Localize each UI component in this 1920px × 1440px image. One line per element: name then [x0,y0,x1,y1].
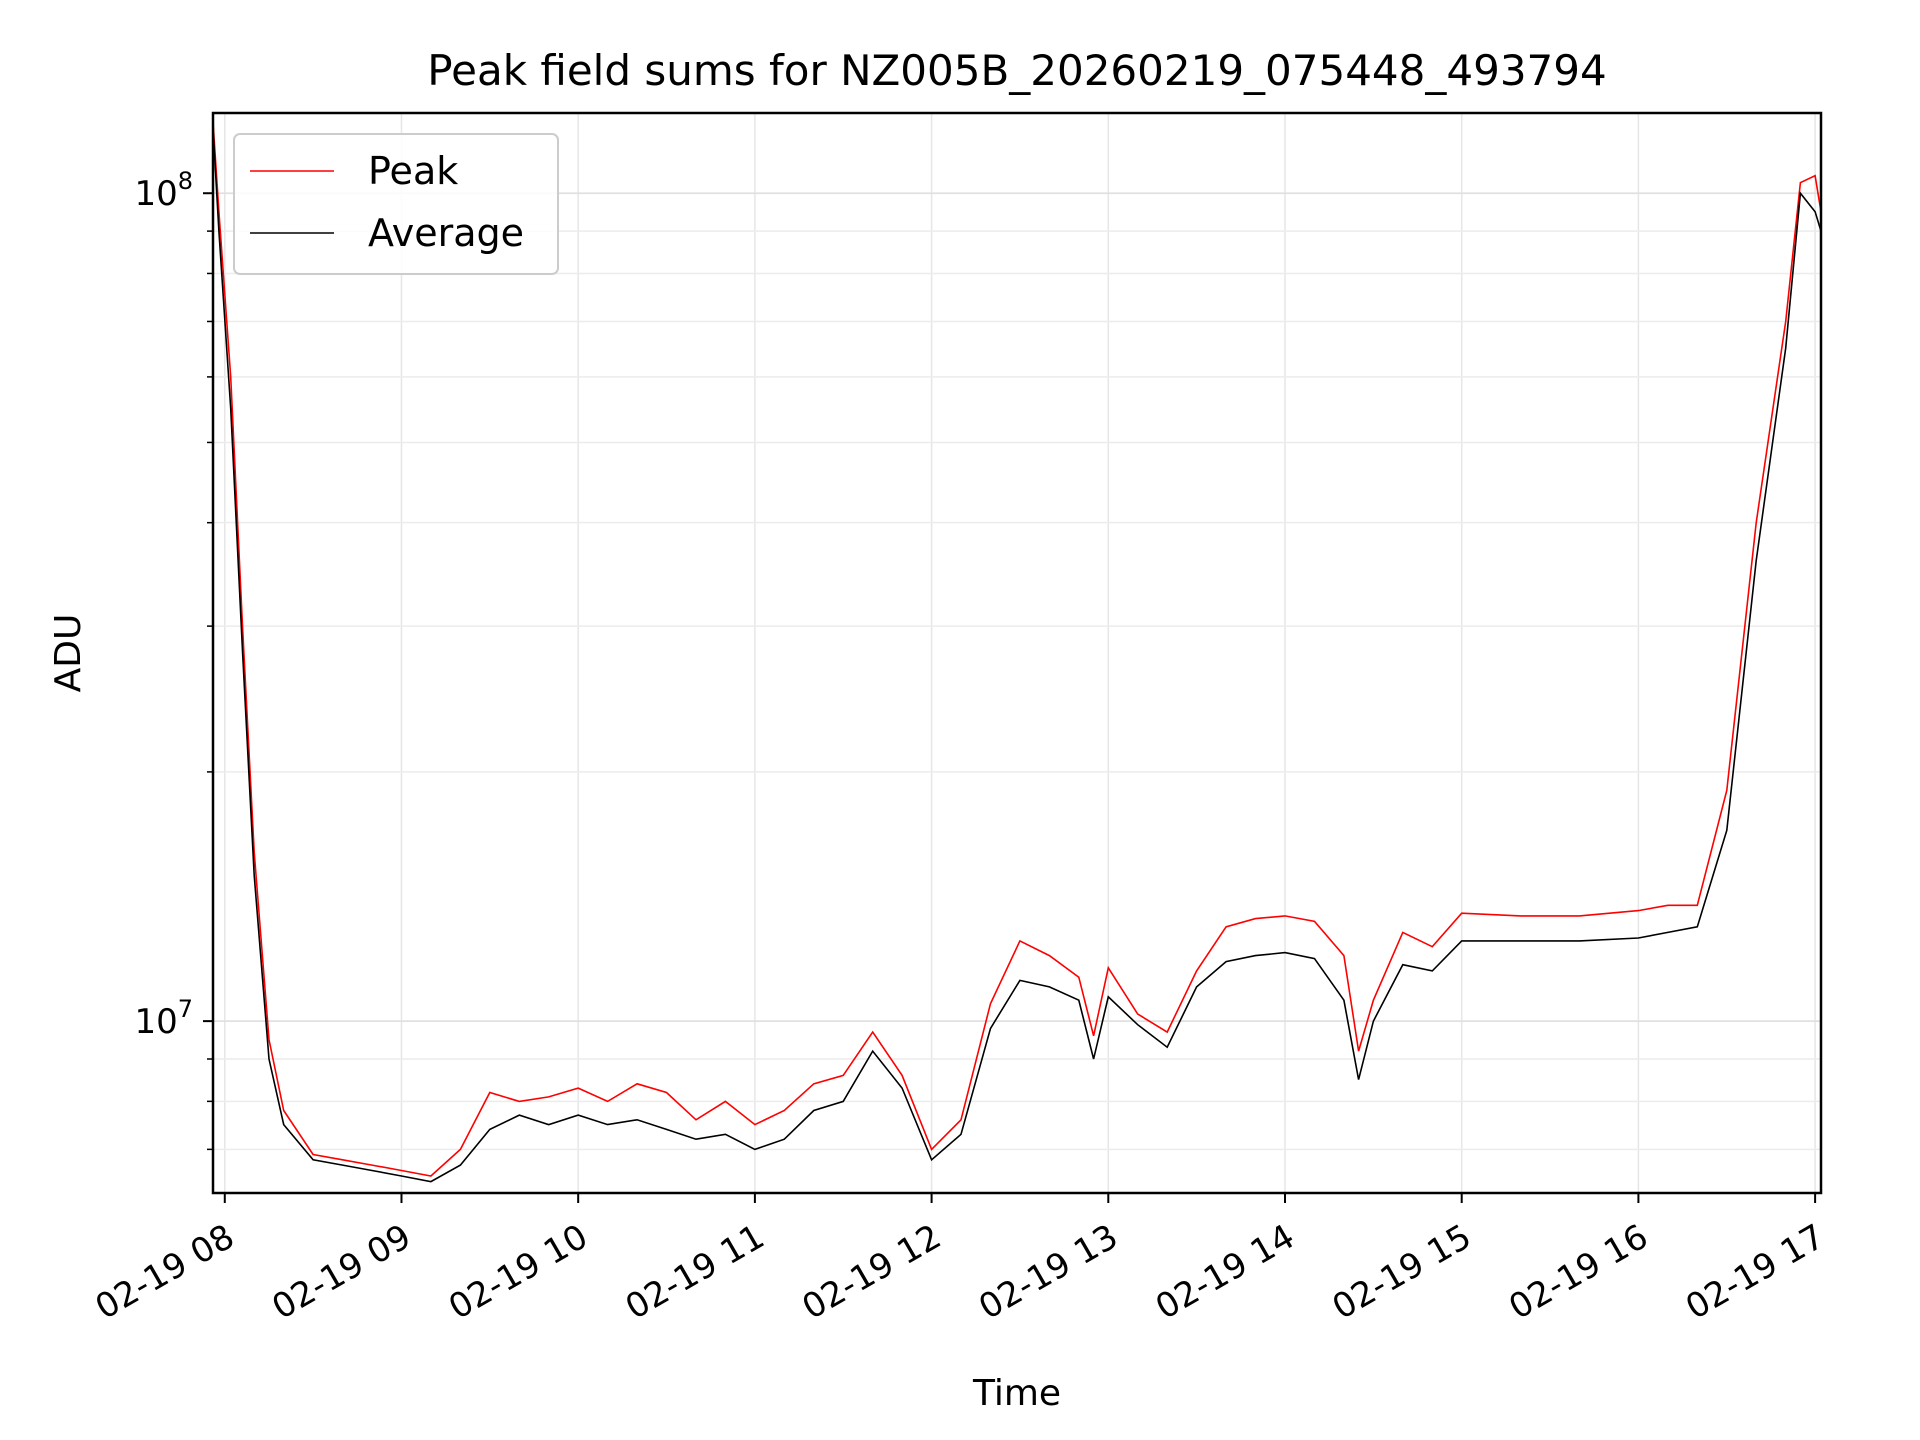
grid [213,113,1821,1193]
y-tick-label-base: 10 [134,1002,177,1042]
y-tick-label-exponent: 8 [178,167,193,195]
legend: Peak Average [233,133,559,275]
plot-frame [211,111,1823,1195]
x-axis-label: Time [972,1373,1061,1414]
series-area [212,121,1822,1183]
legend-box [233,133,559,275]
y-tick-label: 108 [134,167,193,214]
y-tick-label-exponent: 7 [178,995,193,1023]
series-line-average [212,127,1822,1183]
legend-label-peak: Peak [368,149,458,193]
series-line-peak [212,121,1822,1177]
chart-title: Peak field sums for NZ005B_20260219_0754… [427,46,1606,95]
legend-label-average: Average [368,211,524,255]
y-tick-label: 107 [134,995,193,1042]
y-axis-label: ADU [48,614,89,693]
y-tick-label-base: 10 [134,174,177,214]
